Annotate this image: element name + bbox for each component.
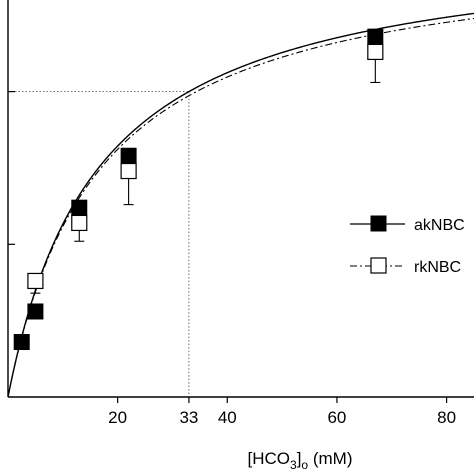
x-tick-label-20: 20 (108, 408, 127, 427)
tick-labels: 20 33 40 60 80 (108, 408, 456, 427)
fit-curve-aknbc (7, 12, 474, 398)
x-axis-label: [HCO3]o (mM) (248, 449, 353, 472)
data-markers (13, 28, 384, 351)
marker-rknbc-3 (367, 43, 384, 61)
x-tick-label-60: 60 (327, 408, 346, 427)
axes-frame (7, 0, 474, 398)
marker-aknbc-1 (27, 303, 44, 320)
legend-marker-rknbc (370, 257, 387, 274)
marker-rknbc-1 (71, 214, 88, 232)
legend-item-rknbc: rkNBC (350, 257, 461, 276)
error-bars (30, 51, 381, 294)
reference-lines (8, 91, 190, 397)
x-tick-label-80: 80 (437, 408, 456, 427)
marker-aknbc-0 (13, 334, 30, 351)
fit-curve-rknbc (7, 17, 474, 398)
tick-marks (8, 91, 448, 403)
legend-label-rknbc: rkNBC (414, 259, 461, 276)
legend-item-aknbc: akNBC (350, 215, 465, 234)
marker-aknbc-4 (367, 28, 384, 45)
marker-aknbc-3 (120, 147, 137, 164)
fit-curves (7, 12, 474, 398)
x-tick-label-40: 40 (218, 408, 237, 427)
marker-rknbc-2 (120, 162, 137, 180)
legend: akNBC rkNBC (350, 215, 465, 276)
marker-aknbc-2 (71, 199, 88, 216)
x-tick-label-33: 33 (179, 408, 198, 427)
legend-marker-aknbc (370, 215, 387, 232)
legend-label-aknbc: akNBC (414, 217, 465, 234)
marker-rknbc-0 (27, 272, 44, 290)
